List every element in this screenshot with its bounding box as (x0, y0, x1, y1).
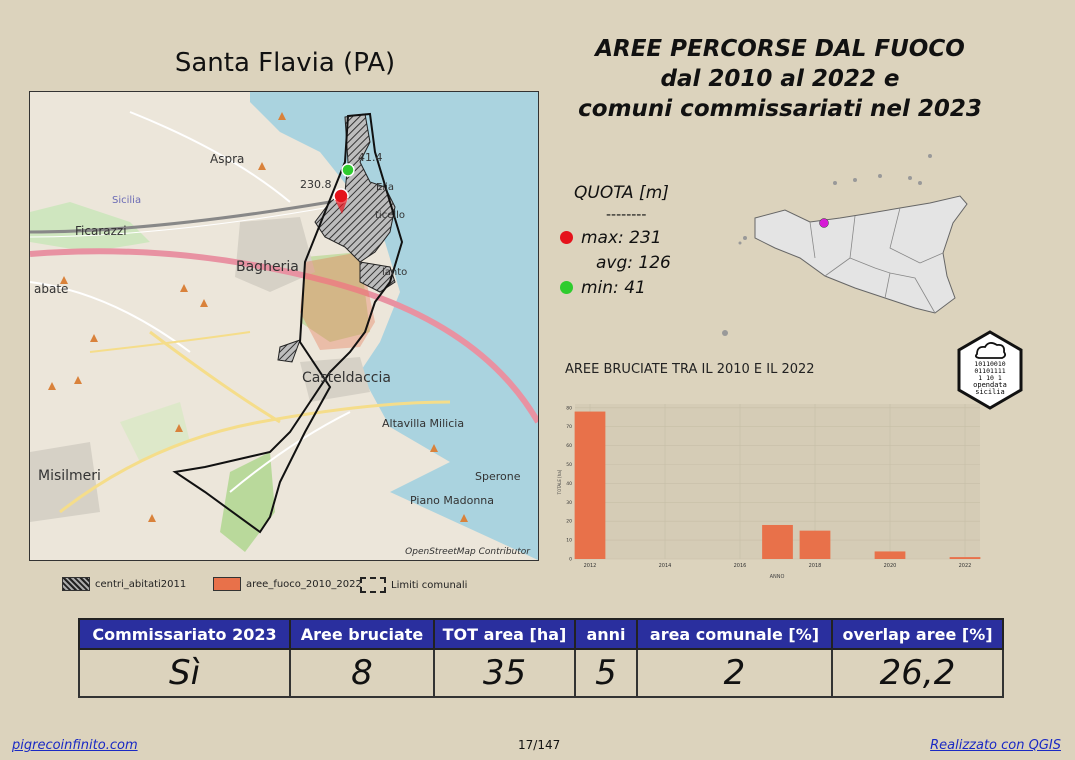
table-header: area comunale [%] (636, 618, 833, 650)
map-label-piano-madonna: Piano Madonna (410, 494, 495, 507)
quota-max-row: max: 231 (560, 225, 710, 250)
quota-separator: -------- (606, 207, 647, 223)
logo-line2: sicilia (975, 388, 1005, 396)
map-credit: OpenStreetMap Contributor (405, 547, 530, 557)
qgis-credit-link[interactable]: Realizzato con QGIS (930, 738, 1061, 753)
min-point-label: 41.4 (358, 151, 383, 164)
chart-xtick-label: 2012 (584, 563, 597, 569)
quota-min: min: 41 (581, 277, 646, 298)
table-cell: 35 (433, 648, 576, 698)
map-label-abate: abate (34, 282, 69, 296)
chart-bar (949, 557, 981, 559)
legend-label: aree_fuoco_2010_2022 (246, 578, 362, 590)
max-dot-icon (560, 231, 573, 244)
quota-max: max: 231 (581, 227, 662, 248)
table-cell: 8 (289, 648, 435, 698)
chart-ytick-label: 40 (566, 481, 572, 487)
chart-bar (874, 551, 906, 559)
chart-bar (799, 530, 831, 559)
chart-xtick-label: 2022 (959, 563, 972, 569)
main-title-line: dal 2010 al 2022 e (660, 66, 900, 92)
table-row: Sì 8 35 5 2 26,2 (78, 648, 1004, 698)
chart-ytick-label: 60 (566, 443, 572, 449)
chart-xlabel: ANNO (770, 574, 785, 580)
chart-ytick-label: 20 (566, 519, 572, 525)
hatch-swatch-icon (62, 577, 90, 591)
table-cell: 2 (636, 648, 833, 698)
map-label-solanto: lanto (382, 267, 408, 278)
map-label-misilmeri: Misilmeri (38, 468, 101, 484)
table-header: Aree bruciate (289, 618, 435, 650)
map-label-aspra: Aspra (210, 152, 245, 166)
map-label-ficarazzi: Ficarazzi (75, 224, 127, 238)
legend-item-centri: centri_abitati2011 (62, 577, 186, 591)
summary-table: Commissariato 2023 Aree bruciate TOT are… (78, 618, 1004, 698)
table-header: overlap aree [%] (831, 618, 1004, 650)
table-cell: 5 (574, 648, 638, 698)
chart-xtick-label: 2014 (659, 563, 672, 569)
chart-ytick-label: 50 (566, 462, 572, 468)
website-link[interactable]: pigrecoinfinito.com (12, 738, 138, 753)
chart-xtick-label: 2016 (734, 563, 747, 569)
min-dot-icon (560, 281, 573, 294)
table-header: anni (574, 618, 638, 650)
chart-ytick-label: 70 (566, 424, 572, 430)
table-cell: 26,2 (831, 648, 1004, 698)
boundary-swatch-icon (360, 577, 386, 593)
map-label-sperone: Sperone (475, 470, 521, 483)
chart-ytick-label: 80 (566, 405, 572, 411)
sicily-locator-map (722, 154, 968, 336)
chart-ytick-label: 0 (569, 557, 572, 563)
table-header: TOT area [ha] (433, 618, 576, 650)
map-canvas (30, 92, 538, 560)
map-label-porticello: ticello (375, 210, 406, 221)
quota-title: QUOTA [m] (574, 182, 669, 203)
chart-bar (762, 524, 793, 559)
max-point-label: 230.8 (300, 178, 332, 191)
chart-title: AREE BRUCIATE TRA IL 2010 E IL 2022 (565, 362, 815, 377)
chart-bar (574, 411, 606, 559)
quota-min-row: min: 41 (560, 275, 710, 300)
page-number: 17/147 (518, 738, 561, 752)
main-title: AREE PERCORSE DAL FUOCO dal 2010 al 2022… (560, 34, 1000, 124)
map-label-altavilla: Altavilla Milicia (382, 417, 465, 430)
chart-ylabel: TOTALE [ha] (557, 469, 562, 495)
map-panel[interactable]: Aspra Ficarazzi Bagheria abate Casteldac… (29, 91, 539, 561)
legend-item-aree: aree_fuoco_2010_2022 (213, 577, 362, 591)
fire-swatch-icon (213, 577, 241, 591)
logo-line1: opendata (973, 381, 1007, 389)
opendata-sicilia-logo: 10110010 01101111 1 10 1 opendata sicili… (957, 330, 1023, 410)
map-label-bagheria: Bagheria (236, 259, 299, 275)
table-header-row: Commissariato 2023 Aree bruciate TOT are… (78, 618, 1004, 650)
map-label-casteldaccia: Casteldaccia (302, 370, 391, 386)
main-title-line: AREE PERCORSE DAL FUOCO (595, 36, 965, 62)
map-label-elia: Elia (376, 182, 395, 193)
logo-bits: 10110010 (974, 360, 1005, 368)
chart-xtick-label: 2020 (884, 563, 897, 569)
map-label-sicilia: Sicilia (112, 195, 142, 206)
quota-panel: QUOTA [m] -------- max: 231 avg: 126 min… (560, 180, 710, 300)
place-title: Santa Flavia (PA) (174, 48, 396, 78)
main-title-line: comuni commissariati nel 2023 (578, 96, 982, 122)
table-cell: Sì (78, 648, 291, 698)
bar-chart: 0 10 20 30 40 50 60 70 80 2012 2014 2016 2018 2020 20… (557, 404, 981, 580)
legend-label: Limiti comunali (391, 579, 468, 591)
legend-item-limiti: Limiti comunali (360, 577, 467, 593)
logo-bits: 1 10 1 (978, 374, 1002, 382)
table-header: Commissariato 2023 (78, 618, 291, 650)
chart-ytick-label: 30 (566, 500, 572, 506)
chart-xtick-label: 2018 (809, 563, 822, 569)
logo-bits: 01101111 (974, 367, 1005, 375)
chart-ytick-label: 10 (566, 538, 572, 544)
quota-avg: avg: 126 (596, 252, 671, 273)
legend-label: centri_abitati2011 (95, 578, 187, 590)
